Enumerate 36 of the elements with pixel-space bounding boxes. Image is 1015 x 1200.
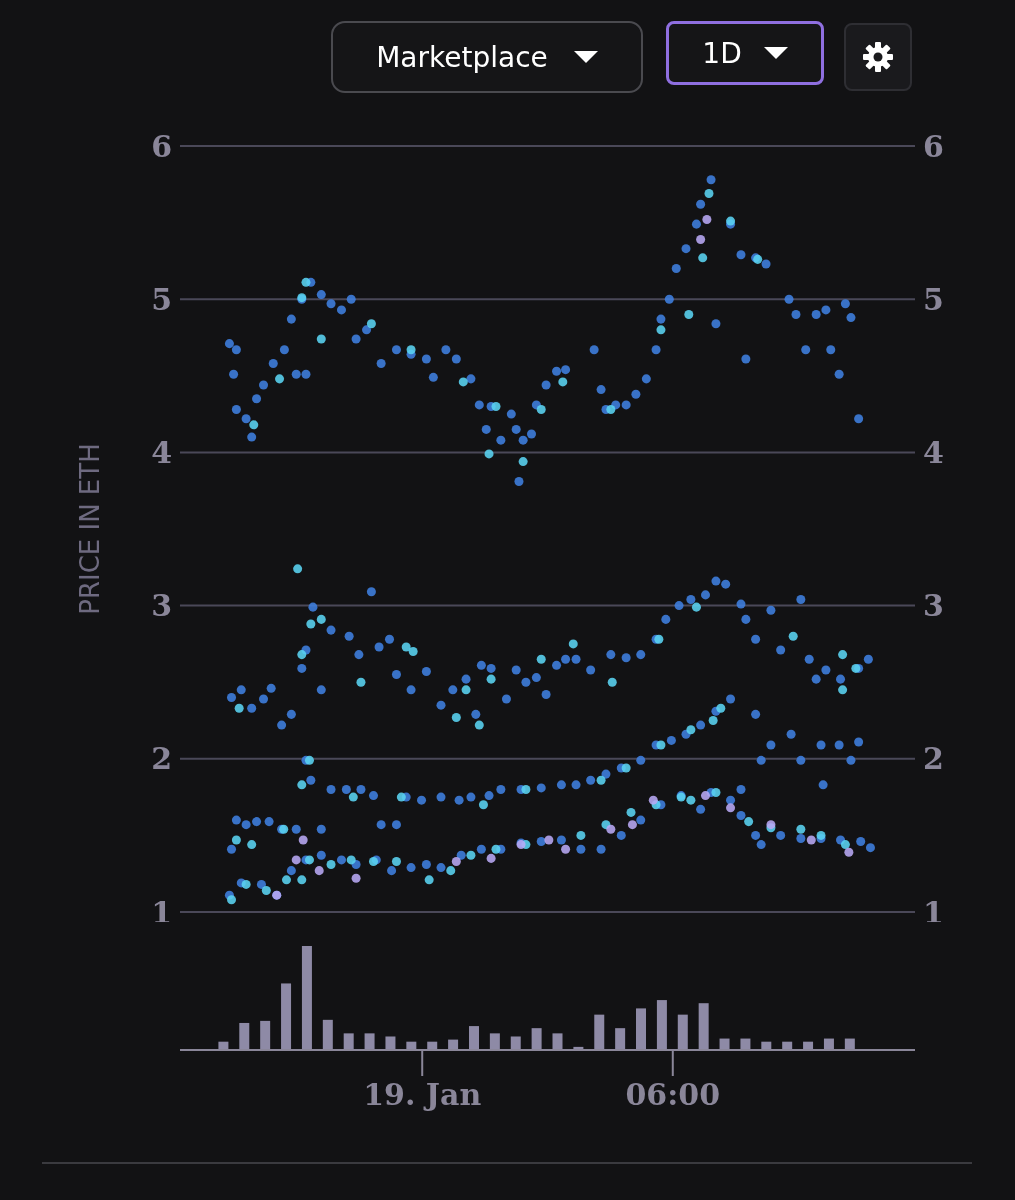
- y-tick-label: 6: [151, 128, 172, 164]
- y-tick-label: 1: [151, 894, 172, 930]
- x-tick-label: 06:00: [625, 1077, 721, 1113]
- bar: [364, 1033, 375, 1050]
- bar: [510, 1036, 521, 1050]
- bar: [656, 1000, 667, 1050]
- text: 1D: [702, 36, 742, 70]
- x-tick-label: 19. Jan: [363, 1077, 482, 1113]
- bar: [552, 1033, 563, 1050]
- y-tick-label: 4: [151, 435, 172, 471]
- bar: [301, 946, 312, 1050]
- y2-tick-label: 3: [923, 588, 944, 624]
- bar: [698, 1003, 709, 1050]
- y-tick-label: 3: [151, 588, 172, 624]
- bar: [677, 1014, 688, 1050]
- y2-tick-label: 1: [923, 894, 944, 930]
- y-tick-label: 2: [151, 741, 172, 777]
- y2-tick-label: 4: [923, 435, 944, 471]
- y2-tick-label: 2: [923, 741, 944, 777]
- bar: [636, 1008, 647, 1050]
- y2-tick-label: 5: [923, 281, 944, 317]
- bar: [615, 1028, 626, 1050]
- bar: [281, 983, 292, 1050]
- text: Marketplace: [376, 40, 548, 74]
- bar: [594, 1014, 605, 1050]
- bar: [322, 1019, 333, 1050]
- bar: [239, 1022, 250, 1050]
- bar: [489, 1033, 500, 1050]
- bar: [385, 1036, 396, 1050]
- y2-tick-label: 6: [923, 128, 944, 164]
- bar: [531, 1028, 542, 1050]
- bar: [260, 1020, 271, 1050]
- bar: [343, 1033, 354, 1050]
- y-axis-title: PRICE IN ETH: [75, 443, 106, 615]
- y-tick-label: 5: [151, 281, 172, 317]
- bar: [468, 1026, 479, 1050]
